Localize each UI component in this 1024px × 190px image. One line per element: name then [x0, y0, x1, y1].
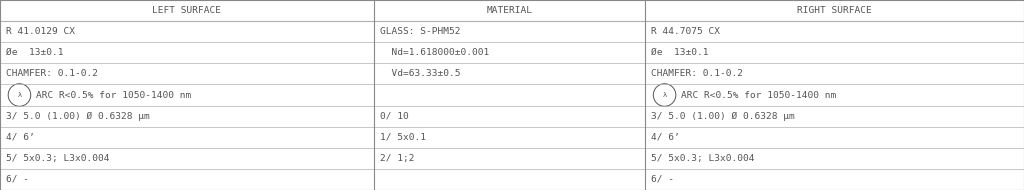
Text: ARC R<0.5% for 1050-1400 nm: ARC R<0.5% for 1050-1400 nm [681, 90, 836, 100]
Text: 1/ 5x0.1: 1/ 5x0.1 [380, 133, 426, 142]
Text: R 44.7075 CX: R 44.7075 CX [651, 27, 720, 36]
Text: ARC R<0.5% for 1050-1400 nm: ARC R<0.5% for 1050-1400 nm [36, 90, 190, 100]
Text: MATERIAL: MATERIAL [486, 6, 532, 15]
Text: CHAMFER: 0.1-0.2: CHAMFER: 0.1-0.2 [6, 69, 98, 78]
Text: Vd=63.33±0.5: Vd=63.33±0.5 [380, 69, 461, 78]
Text: GLASS: S-PHM52: GLASS: S-PHM52 [380, 27, 461, 36]
Text: 3/ 5.0 (1.00) Ø 0.6328 μm: 3/ 5.0 (1.00) Ø 0.6328 μm [6, 112, 150, 121]
Text: 6/ -: 6/ - [651, 175, 674, 184]
Text: 0/ 10: 0/ 10 [380, 112, 409, 121]
Text: 2/ 1;2: 2/ 1;2 [380, 154, 415, 163]
Text: 4/ 6’: 4/ 6’ [651, 133, 680, 142]
Text: RIGHT SURFACE: RIGHT SURFACE [798, 6, 871, 15]
Text: Øe  13±0.1: Øe 13±0.1 [6, 48, 63, 57]
Text: 5/ 5x0.3; L3x0.004: 5/ 5x0.3; L3x0.004 [651, 154, 755, 163]
Text: CHAMFER: 0.1-0.2: CHAMFER: 0.1-0.2 [651, 69, 743, 78]
Text: λ: λ [17, 92, 22, 98]
Text: 3/ 5.0 (1.00) Ø 0.6328 μm: 3/ 5.0 (1.00) Ø 0.6328 μm [651, 112, 795, 121]
Text: λ: λ [663, 92, 667, 98]
Text: LEFT SURFACE: LEFT SURFACE [153, 6, 221, 15]
Text: 6/ -: 6/ - [6, 175, 29, 184]
Text: R 41.0129 CX: R 41.0129 CX [6, 27, 75, 36]
Text: 5/ 5x0.3; L3x0.004: 5/ 5x0.3; L3x0.004 [6, 154, 110, 163]
Text: Øe  13±0.1: Øe 13±0.1 [651, 48, 709, 57]
Text: Nd=1.618000±0.001: Nd=1.618000±0.001 [380, 48, 489, 57]
Text: 4/ 6’: 4/ 6’ [6, 133, 35, 142]
